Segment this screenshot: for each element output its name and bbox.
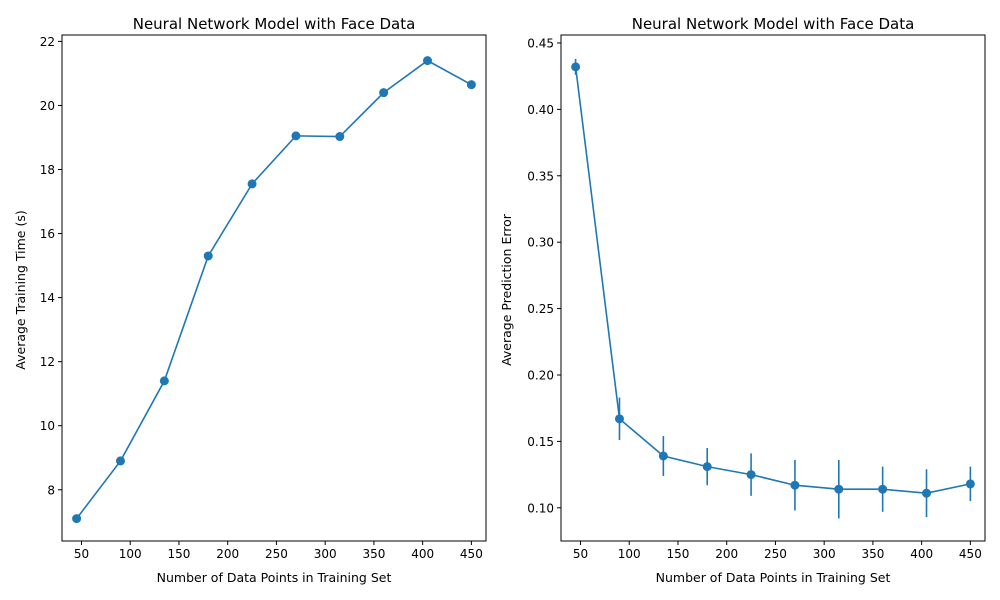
prediction-error-y-tick-label: 0.25 [527, 302, 554, 316]
prediction-error-series-line [574, 66, 971, 494]
prediction-error-y-tick-label: 0.10 [527, 501, 554, 515]
prediction-error-y-tick-label: 0.15 [527, 435, 554, 449]
prediction-error-x-tick-label: 200 [715, 547, 738, 561]
training-time-axes-frame [61, 34, 487, 542]
training-time-data-point [115, 456, 125, 466]
training-time-y-tick-label: 14 [40, 291, 55, 305]
training-time-x-tick-label: 250 [265, 547, 288, 561]
training-time-x-tick-label: 150 [168, 547, 191, 561]
prediction-error-data-point [878, 484, 888, 494]
prediction-error-x-tick-label: 150 [667, 547, 690, 561]
prediction-error-y-tick-label: 0.20 [527, 368, 554, 382]
training-time-y-tick-label: 18 [40, 163, 55, 177]
prediction-error-x-tick-label: 300 [813, 547, 836, 561]
prediction-error-title: Neural Network Model with Face Data [632, 15, 915, 33]
training-time-x-tick-label: 450 [460, 547, 483, 561]
prediction-error-y-tick-label: 0.45 [527, 36, 554, 50]
prediction-error-data-point [571, 62, 581, 72]
training-time-ticks: 50 100 150 200 250 300 350 400 450 8 10 12 14 16 18 20 2… [40, 35, 483, 561]
training-time-title: Neural Network Model with Face Data [133, 15, 416, 33]
prediction-error-ylabel: Average Prediction Error [499, 213, 514, 366]
training-time-series-line [75, 59, 472, 520]
training-time-y-tick-label: 16 [40, 227, 55, 241]
prediction-error-axes-frame [560, 34, 986, 542]
training-time-x-tick-label: 200 [216, 547, 239, 561]
training-time-y-tick-label: 12 [40, 355, 55, 369]
training-time-data-point [335, 132, 345, 142]
training-time-data-point [423, 56, 433, 66]
training-time-x-tick-label: 100 [119, 547, 142, 561]
training-time-data-point [379, 88, 389, 98]
prediction-error-series [571, 58, 975, 519]
training-time-data-point [466, 80, 476, 90]
training-time-data-point [72, 514, 82, 524]
prediction-error-y-tick-label: 0.30 [527, 236, 554, 250]
training-time-y-tick-label: 10 [40, 419, 55, 433]
prediction-error-x-tick-label: 450 [959, 547, 982, 561]
prediction-error-x-tick-label: 400 [910, 547, 933, 561]
prediction-error-xlabel: Number of Data Points in Training Set [656, 570, 891, 585]
training-time-subplot: Neural Network Model with Face Data Numb… [13, 15, 487, 585]
prediction-error-x-tick-label: 350 [861, 547, 884, 561]
training-time-x-tick-label: 50 [74, 547, 89, 561]
training-time-ylabel: Average Training Time (s) [13, 210, 28, 369]
training-time-data-point [291, 131, 301, 141]
training-time-data-point [159, 376, 169, 386]
training-time-data-point [203, 251, 213, 261]
training-time-xlabel: Number of Data Points in Training Set [157, 570, 392, 585]
prediction-error-x-tick-label: 100 [618, 547, 641, 561]
prediction-error-x-tick-label: 250 [764, 547, 787, 561]
prediction-error-ticks: 50 100 150 200 250 300 350 400 450 0.10 0.15 0.20 0.… [527, 36, 982, 561]
prediction-error-data-point [614, 414, 624, 424]
training-time-x-tick-label: 350 [362, 547, 385, 561]
prediction-error-y-tick-label: 0.40 [527, 103, 554, 117]
prediction-error-x-tick-label: 50 [573, 547, 588, 561]
prediction-error-subplot: Neural Network Model with Face Data Numb… [499, 15, 986, 585]
prediction-error-y-tick-label: 0.35 [527, 169, 554, 183]
training-time-x-tick-label: 300 [314, 547, 337, 561]
training-time-y-tick-label: 22 [40, 35, 55, 49]
prediction-error-data-point [834, 484, 844, 494]
training-time-x-tick-label: 400 [411, 547, 434, 561]
prediction-error-data-point [965, 479, 975, 489]
training-time-y-tick-label: 8 [47, 483, 55, 497]
prediction-error-data-point [746, 470, 756, 480]
prediction-error-data-point [922, 488, 932, 498]
training-time-y-tick-label: 20 [40, 99, 55, 113]
prediction-error-data-point [702, 462, 712, 472]
training-time-data-point [247, 179, 257, 189]
prediction-error-data-point [790, 480, 800, 490]
training-time-series [72, 56, 476, 524]
prediction-error-data-point [658, 451, 668, 461]
